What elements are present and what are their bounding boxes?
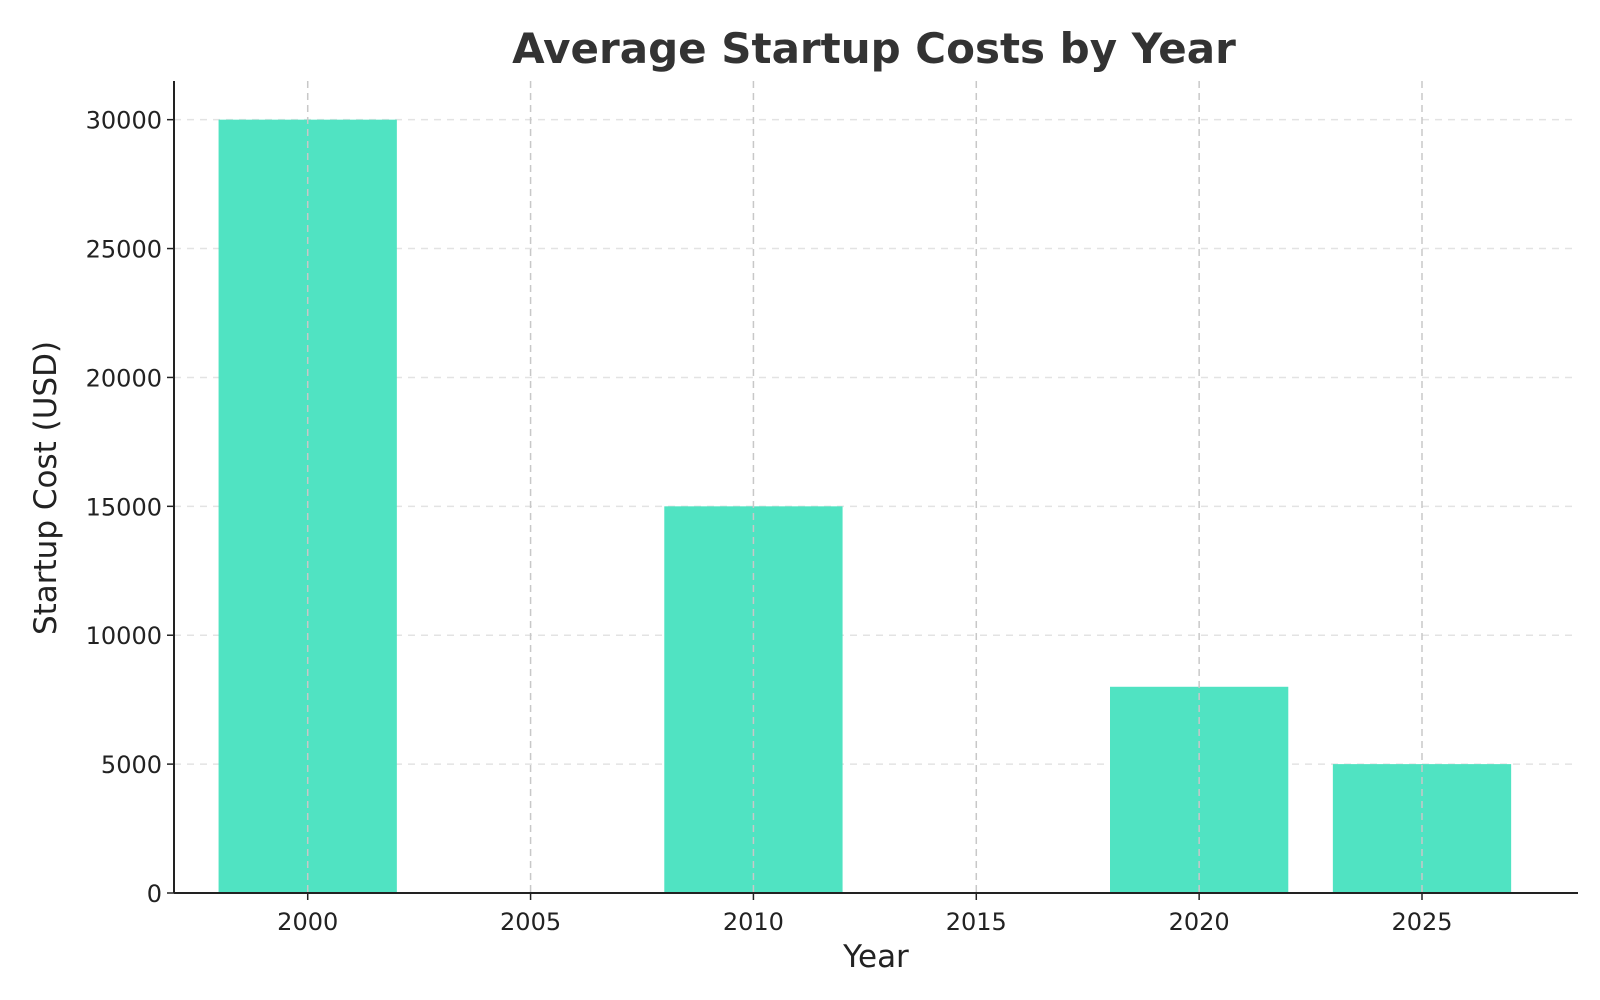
y-ticks: 0 5000 10000 15000 20000 25000 30000	[86, 107, 174, 908]
y-tick-label: 0	[147, 880, 162, 908]
bars	[218, 81, 1512, 893]
y-tick-label: 10000	[86, 622, 162, 650]
x-tick-label: 2000	[277, 908, 338, 936]
x-tick-label: 2020	[1169, 908, 1230, 936]
x-tick-label: 2005	[500, 908, 561, 936]
x-ticks: 2000 2005 2010 2015 2020 2025	[277, 893, 1453, 936]
axes	[173, 81, 1578, 894]
y-tick-label: 5000	[101, 751, 162, 779]
x-tick-label: 2010	[723, 908, 784, 936]
y-tick-label: 20000	[86, 364, 162, 392]
y-tick-label: 15000	[86, 493, 162, 521]
chart-title: Average Startup Costs by Year	[512, 24, 1236, 73]
y-axis-label: Startup Cost (USD)	[28, 341, 64, 635]
y-tick-label: 30000	[86, 107, 162, 135]
x-tick-label: 2025	[1391, 908, 1452, 936]
x-tick-label: 2015	[946, 908, 1007, 936]
x-axis-label: Year	[842, 939, 909, 975]
y-tick-label: 25000	[86, 236, 162, 264]
